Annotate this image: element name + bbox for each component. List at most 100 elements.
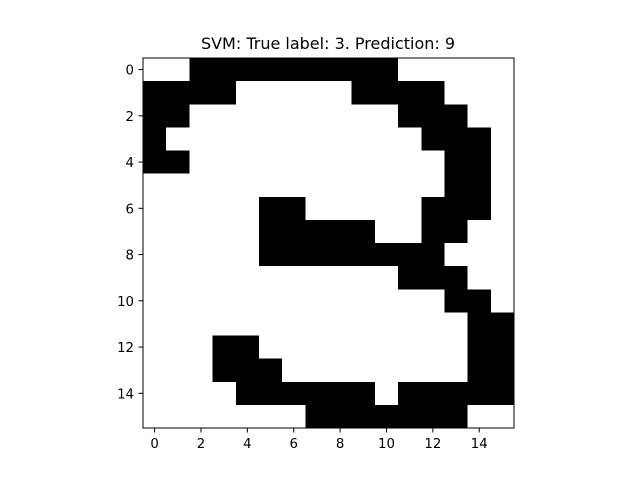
pixel-cell-r10-c7 (305, 289, 330, 313)
pixel-cell-r2-c10 (374, 104, 399, 128)
pixel-cell-r1-c4 (235, 81, 260, 105)
pixel-cell-r11-c15 (490, 312, 515, 337)
pixel-cell-r4-c11 (398, 150, 422, 175)
pixel-cell-r12-c15 (490, 335, 515, 360)
pixel-cell-r14-c9 (351, 381, 376, 406)
pixel-cell-r4-c4 (235, 150, 260, 175)
pixel-cell-r9-c3 (212, 266, 237, 290)
pixel-cell-r13-c10 (374, 358, 399, 383)
pixel-cell-r8-c8 (328, 243, 353, 267)
pixel-cell-r2-c13 (444, 104, 469, 128)
pixel-cell-r14-c1 (166, 381, 190, 406)
pixel-cell-r8-c6 (282, 243, 306, 267)
pixel-cell-r10-c6 (282, 289, 306, 313)
pixel-cell-r15-c6 (282, 404, 306, 429)
pixel-cell-r0-c15 (490, 58, 515, 82)
pixel-cell-r7-c14 (467, 219, 492, 244)
pixel-cell-r11-c8 (328, 312, 353, 337)
pixel-cell-r11-c12 (421, 312, 446, 337)
pixel-cell-r1-c0 (143, 81, 167, 105)
pixel-cell-r0-c5 (258, 58, 283, 82)
pixel-cell-r7-c7 (305, 219, 330, 244)
pixel-cell-r13-c13 (444, 358, 469, 383)
pixel-cell-r13-c7 (305, 358, 330, 383)
pixel-cell-r8-c7 (305, 243, 330, 267)
pixel-cell-r15-c10 (374, 404, 399, 429)
pixel-cell-r7-c10 (374, 219, 399, 244)
pixel-cell-r13-c3 (212, 358, 237, 383)
pixel-cell-r6-c6 (282, 196, 306, 221)
pixel-cell-r7-c3 (212, 219, 237, 244)
pixel-cell-r5-c1 (166, 173, 190, 198)
pixel-cell-r6-c12 (421, 196, 446, 221)
pixel-cell-r8-c0 (143, 243, 167, 267)
y-tick-label: 4 (126, 156, 134, 171)
pixel-cell-r0-c9 (351, 58, 376, 82)
pixel-cell-r10-c4 (235, 289, 260, 313)
pixel-cell-r9-c12 (421, 266, 446, 290)
pixel-cell-r11-c3 (212, 312, 237, 337)
pixel-cell-r7-c0 (143, 219, 167, 244)
y-tick-label: 2 (126, 110, 134, 125)
pixel-cell-r11-c14 (467, 312, 492, 337)
pixel-cell-r4-c10 (374, 150, 399, 175)
pixel-cell-r10-c10 (374, 289, 399, 313)
pixel-cell-r10-c11 (398, 289, 422, 313)
pixel-cell-r14-c10 (374, 381, 399, 406)
pixel-cell-r3-c9 (351, 127, 376, 152)
pixel-cell-r3-c13 (444, 127, 469, 152)
pixel-cell-r15-c7 (305, 404, 330, 429)
pixel-cell-r2-c15 (490, 104, 515, 128)
pixel-cell-r7-c9 (351, 219, 376, 244)
pixel-cell-r6-c3 (212, 196, 237, 221)
pixel-cell-r12-c12 (421, 335, 446, 360)
pixel-cell-r0-c11 (398, 58, 422, 82)
pixel-cell-r11-c10 (374, 312, 399, 337)
pixel-cell-r15-c2 (189, 404, 214, 429)
pixel-cell-r9-c4 (235, 266, 260, 290)
pixel-cell-r8-c15 (490, 243, 515, 267)
pixel-cell-r15-c15 (490, 404, 515, 429)
pixel-cell-r5-c6 (282, 173, 306, 198)
pixel-cell-r10-c12 (421, 289, 446, 313)
pixel-cell-r3-c6 (282, 127, 306, 152)
pixel-cell-r14-c15 (490, 381, 515, 406)
pixel-cell-r1-c14 (467, 81, 492, 105)
y-axis: 0 2 4 6 8 10 12 14 (117, 64, 143, 402)
pixel-cell-r0-c7 (305, 58, 330, 82)
pixel-cell-r13-c6 (282, 358, 306, 383)
pixel-cell-r0-c4 (235, 58, 260, 82)
pixel-cell-r14-c12 (421, 381, 446, 406)
pixel-cell-r7-c15 (490, 219, 515, 244)
pixel-cell-r10-c15 (490, 289, 515, 313)
pixel-cell-r9-c5 (258, 266, 283, 290)
pixel-cell-r12-c5 (258, 335, 283, 360)
pixel-cell-r13-c8 (328, 358, 353, 383)
pixel-cell-r9-c7 (305, 266, 330, 290)
pixel-cell-r9-c1 (166, 266, 190, 290)
pixel-cell-r15-c14 (467, 404, 492, 429)
pixel-cell-r4-c3 (212, 150, 237, 175)
pixel-cell-r0-c2 (189, 58, 214, 82)
pixel-cell-r6-c14 (467, 196, 492, 221)
pixel-cell-r10-c13 (444, 289, 469, 313)
pixel-cell-r13-c11 (398, 358, 422, 383)
pixel-cell-r11-c6 (282, 312, 306, 337)
y-tick-label: 8 (126, 249, 134, 264)
pixel-cell-r6-c5 (258, 196, 283, 221)
axes-frame (142, 57, 515, 429)
pixel-cell-r10-c0 (143, 289, 167, 313)
pixel-cell-r1-c11 (398, 81, 422, 105)
pixel-cell-r5-c13 (444, 173, 469, 198)
pixel-cell-r13-c12 (421, 358, 446, 383)
pixel-cell-r14-c7 (305, 381, 330, 406)
pixel-cell-r5-c5 (258, 173, 283, 198)
pixel-cell-r8-c5 (258, 243, 283, 267)
pixel-cell-r10-c1 (166, 289, 190, 313)
pixel-cell-r1-c3 (212, 81, 237, 105)
pixel-cell-r1-c12 (421, 81, 446, 105)
pixel-cell-r11-c2 (189, 312, 214, 337)
pixel-cell-r15-c4 (235, 404, 260, 429)
pixel-cell-r14-c13 (444, 381, 469, 406)
pixel-cell-r12-c13 (444, 335, 469, 360)
